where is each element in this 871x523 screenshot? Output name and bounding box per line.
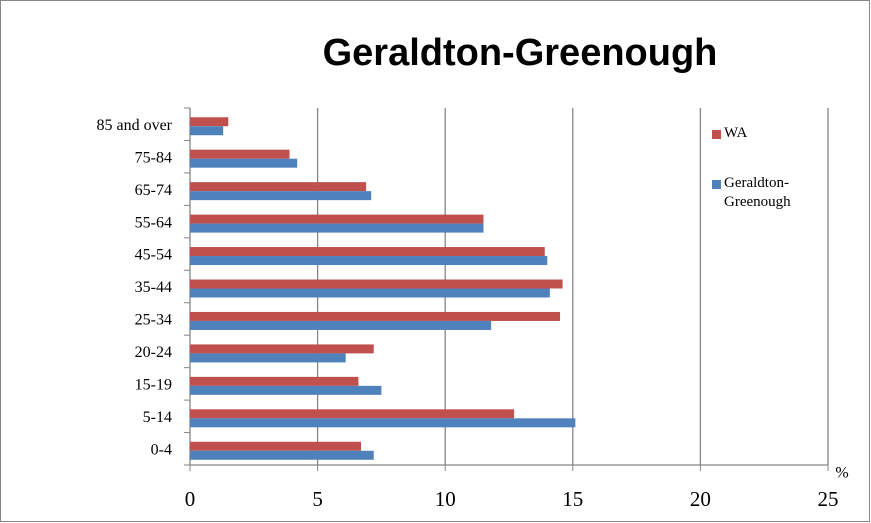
legend-label: WA — [724, 125, 748, 141]
y-tick-label: 20-24 — [135, 344, 172, 361]
bar — [190, 409, 515, 419]
legend-swatch — [712, 180, 721, 189]
bar — [190, 385, 382, 395]
legend-swatch — [712, 130, 721, 139]
y-tick-label: 25-34 — [135, 312, 172, 329]
bar — [190, 279, 563, 289]
x-tick-label: 5 — [312, 487, 323, 511]
bar — [190, 247, 545, 257]
bar — [190, 214, 484, 224]
bar — [190, 450, 374, 460]
legend-entry: Geraldton-Greenough — [724, 175, 791, 210]
bar — [190, 344, 374, 354]
y-tick-label: 0-4 — [151, 441, 172, 458]
bar — [190, 158, 298, 168]
y-tick-label: 85 and over — [96, 117, 172, 134]
legend-entry: WA — [724, 125, 748, 141]
bar — [190, 191, 372, 201]
legend-label: Geraldton-Greenough — [724, 175, 791, 210]
bar — [190, 441, 361, 451]
y-tick-label: 15-19 — [135, 377, 172, 394]
x-tick-label: 15 — [562, 487, 583, 511]
y-tick-label: 5-14 — [143, 409, 172, 426]
bar — [190, 223, 484, 233]
y-tick-label: 55-64 — [135, 214, 172, 231]
y-tick-label: 65-74 — [135, 182, 172, 199]
bar — [190, 288, 550, 298]
x-axis-label: % — [835, 465, 848, 482]
bar — [190, 311, 561, 321]
y-tick-label: 35-44 — [135, 279, 172, 296]
bar — [190, 182, 367, 192]
chart-title: Geraldton-Greenough — [323, 32, 718, 74]
bar — [190, 376, 359, 386]
bar — [190, 126, 224, 136]
bar — [190, 117, 229, 127]
x-tick-label: 25 — [818, 487, 839, 511]
bar — [190, 149, 290, 159]
bar — [190, 320, 492, 330]
x-tick-label: 20 — [690, 487, 711, 511]
bar — [190, 353, 346, 363]
bar — [190, 418, 576, 428]
bar — [190, 256, 548, 266]
x-tick-label: 0 — [185, 487, 196, 511]
x-tick-label: 10 — [435, 487, 456, 511]
y-tick-label: 75-84 — [135, 149, 172, 166]
y-tick-label: 45-54 — [135, 247, 172, 264]
